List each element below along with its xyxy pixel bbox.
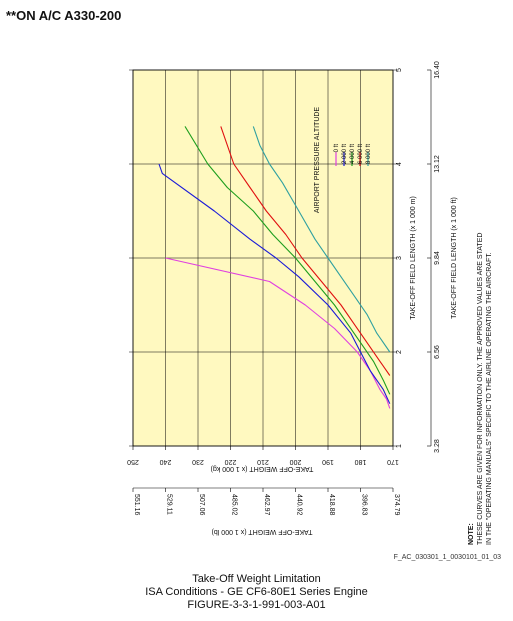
series-line-4 [252, 126, 391, 353]
caption-subtitle: ISA Conditions - GE CF6-80E1 Series Engi… [145, 586, 368, 598]
series-line-3 [220, 126, 391, 376]
legend: AIRPORT PRESSURE ALTITUDE 0 ft 2 000 ft 4 0… [314, 107, 372, 214]
tick-label-weight-kg-2: 230 [192, 458, 204, 465]
legend-label-4: 8 000 ft [366, 144, 372, 164]
figure-reference: F_AC_030301_1_0030101_01_03 [393, 554, 501, 561]
tick-label-length-m-3: 4 [396, 162, 403, 166]
tick-label-length-m-1: 2 [396, 350, 403, 354]
legend-title: AIRPORT PRESSURE ALTITUDE [314, 107, 321, 214]
y-axis-label: TAKE-OFF WEIGHT (x 1 000 kg) [211, 465, 314, 472]
tick-label-weight-kg-7: 180 [355, 458, 367, 465]
note-line-1: THESE CURVES ARE GIVEN FOR INFORMATION O… [477, 233, 484, 545]
tick-label-weight-lb-8: 374.79 [393, 494, 400, 516]
tick-label-weight-kg-3: 220 [225, 458, 237, 465]
legend-label-0: 0 ft [334, 144, 340, 153]
x-axis-label: TAKE-OFF FIELD LENGTH (x 1 000 m) [410, 196, 417, 320]
caption-title: Take-Off Weight Limitation [192, 573, 321, 585]
tick-label-weight-lb-3: 485.02 [231, 494, 238, 516]
tick-label-length-ft-3: 13.12 [434, 155, 441, 173]
tick-label-length-ft-0: 3.28 [434, 439, 441, 453]
tick-label-weight-lb-1: 529.11 [166, 494, 173, 515]
legend-label-3: 6 000 ft [358, 144, 364, 164]
note-line-2: IN THE "OPERATING MANUALS" SPECIFIC TO T… [486, 252, 493, 545]
tick-label-weight-kg-4: 210 [257, 458, 269, 465]
tick-label-length-m-2: 3 [396, 256, 403, 260]
tick-label-weight-kg-5: 200 [290, 458, 302, 465]
tick-label-length-ft-1: 6.56 [434, 345, 441, 359]
series-layer [158, 126, 391, 409]
tick-label-weight-lb-2: 507.06 [198, 494, 205, 516]
series-line-0 [165, 257, 391, 409]
tick-label-weight-lb-7: 396.83 [361, 494, 368, 516]
tick-label-length-m-0: 1 [396, 444, 403, 448]
tick-label-length-ft-2: 9.84 [434, 251, 441, 265]
series-line-1 [158, 163, 391, 404]
tick-label-weight-lb-6: 418.88 [328, 494, 335, 516]
tick-label-length-ft-4: 16.40 [434, 61, 441, 79]
header-note: **ON A/C A330-200 [6, 8, 122, 23]
legend-label-2: 4 000 ft [350, 144, 356, 164]
note-label: NOTE: [468, 523, 475, 545]
tick-label-weight-kg-0: 250 [127, 458, 139, 465]
caption-figure-number: FIGURE-3-3-1-991-003-A01 [187, 599, 326, 611]
axes-layer: 250 240 230 220 210 200 190 180 170 551.16 529.11 5… [127, 61, 441, 515]
legend-label-1: 2 000 ft [342, 144, 348, 164]
tick-label-weight-kg-8: 170 [387, 458, 399, 465]
y-axis-label-secondary: TAKE-OFF WEIGHT (x 1 000 lb) [212, 528, 313, 535]
tick-label-weight-kg-1: 240 [160, 458, 172, 465]
note-block: NOTE: THESE CURVES ARE GIVEN FOR INFORMA… [468, 233, 493, 545]
tick-label-weight-lb-0: 551.16 [133, 494, 140, 516]
series-line-2 [184, 126, 391, 395]
tick-label-weight-lb-5: 440.92 [296, 494, 303, 516]
takeoff-weight-chart: 250 240 230 220 210 200 190 180 170 551.16 529.11 5… [127, 61, 493, 545]
x-axis-label-secondary: TAKE-OFF FIELD LENGTH (x 1 000 ft) [451, 197, 458, 319]
tick-label-weight-kg-6: 190 [322, 458, 334, 465]
tick-label-length-m-4: 5 [396, 68, 403, 72]
tick-label-weight-lb-4: 462.97 [263, 494, 270, 516]
